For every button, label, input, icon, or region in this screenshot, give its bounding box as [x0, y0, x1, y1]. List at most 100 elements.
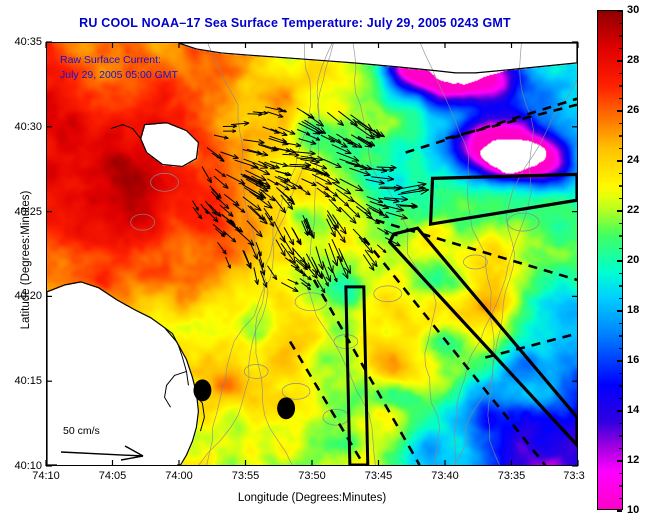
current-vector-head [283, 162, 289, 167]
current-vector-head [219, 160, 225, 162]
current-vector-head [258, 142, 265, 145]
current-vector [288, 181, 303, 190]
current-vector [397, 189, 429, 195]
dashed-transect [362, 237, 547, 465]
colorbar-tick-label: 20 [627, 254, 640, 266]
colorbar-minor-tick [619, 322, 622, 324]
current-vector [383, 197, 408, 200]
current-vector-head [206, 178, 212, 184]
velocity-scale-label: 50 cm/s [63, 425, 100, 437]
current-vector-head [350, 123, 358, 127]
current-vector [242, 250, 252, 269]
bathymetry-contour [487, 79, 577, 465]
current-vector-head [272, 146, 278, 152]
current-vector-head [378, 182, 385, 185]
map-plot-area[interactable]: Raw Surface Current: July 29, 2005 05:00… [46, 42, 578, 466]
current-vector [377, 227, 389, 235]
bathymetry-contour [206, 43, 311, 465]
current-vector-head [379, 179, 385, 184]
current-vector-head [246, 263, 251, 269]
current-vector-head [279, 237, 286, 243]
current-vector-head [364, 145, 372, 148]
current-vector-head [303, 267, 308, 271]
current-vector-head [216, 156, 223, 160]
colorbar-minor-tick [619, 72, 622, 74]
raw-surface-current-vectors [192, 106, 430, 294]
current-vector-head [325, 276, 331, 283]
current-vector-head [290, 203, 294, 210]
current-vector [339, 206, 357, 224]
colorbar-minor-tick [619, 485, 622, 487]
current-vector-head [340, 119, 345, 126]
current-vector-head [396, 184, 403, 188]
current-vector-head [312, 181, 317, 186]
current-vector-head [230, 219, 235, 225]
current-vector-head [243, 120, 250, 124]
current-vector-head [284, 109, 287, 113]
current-vector [327, 134, 342, 143]
dashed-transect [375, 218, 577, 282]
current-vector-head [288, 250, 295, 256]
current-vector-head [290, 187, 297, 190]
current-vector [296, 157, 317, 160]
current-vector-head [263, 205, 273, 209]
current-vector [328, 137, 348, 148]
current-vector-head [366, 216, 373, 220]
current-vector-head [311, 269, 318, 275]
current-vector-head [240, 210, 246, 213]
current-vector-head [354, 215, 361, 218]
current-vector-head [397, 205, 405, 211]
current-vector-head [272, 221, 275, 227]
current-vector-head [327, 266, 334, 274]
current-vector [267, 265, 278, 280]
current-vector [316, 279, 326, 294]
current-vector-head [378, 198, 384, 203]
current-vector-head [230, 211, 234, 217]
current-vector [270, 128, 288, 136]
current-vector [302, 111, 324, 127]
colorbar-tick-label: 10 [627, 504, 640, 516]
colorbar-minor-tick [619, 460, 622, 462]
current-vector [313, 260, 323, 279]
current-vector [326, 210, 339, 229]
current-vector [384, 237, 401, 247]
current-vector [212, 223, 227, 236]
current-vector-head [342, 272, 349, 279]
current-vector-head [366, 249, 374, 254]
current-vector [220, 151, 239, 159]
current-vector-head [314, 159, 320, 163]
current-vector-head [372, 134, 382, 137]
current-vector-head [312, 132, 321, 135]
current-vector [376, 244, 387, 253]
coastline [110, 124, 142, 139]
current-vector-head [275, 274, 278, 280]
current-vector [242, 149, 263, 155]
dashed-transect [485, 332, 577, 359]
current-vector [335, 195, 350, 207]
current-vector-head [232, 129, 237, 132]
current-vector [331, 238, 343, 262]
current-vector-head [259, 193, 264, 200]
current-vector [305, 253, 319, 274]
current-vector [332, 214, 347, 235]
current-vector-head [289, 195, 294, 202]
current-vector-head [253, 255, 258, 260]
current-vector-head [310, 113, 315, 119]
current-vector-head [390, 164, 397, 169]
current-vector-head [215, 216, 219, 223]
colorbar-minor-tick [619, 47, 622, 49]
current-vector-head [344, 267, 351, 274]
current-vector [277, 175, 290, 182]
current-vector-head [304, 265, 308, 271]
current-vector [358, 236, 374, 254]
current-vector-head [296, 142, 302, 147]
current-vector-head [216, 214, 222, 218]
current-vector-head [285, 150, 291, 153]
colorbar-minor-tick [619, 122, 622, 124]
colorbar-minor-tick [619, 397, 622, 399]
current-vector [284, 257, 300, 269]
current-vector-head [252, 162, 259, 169]
current-vector-head [323, 288, 326, 293]
current-vector [304, 119, 327, 134]
current-vector [226, 220, 240, 232]
